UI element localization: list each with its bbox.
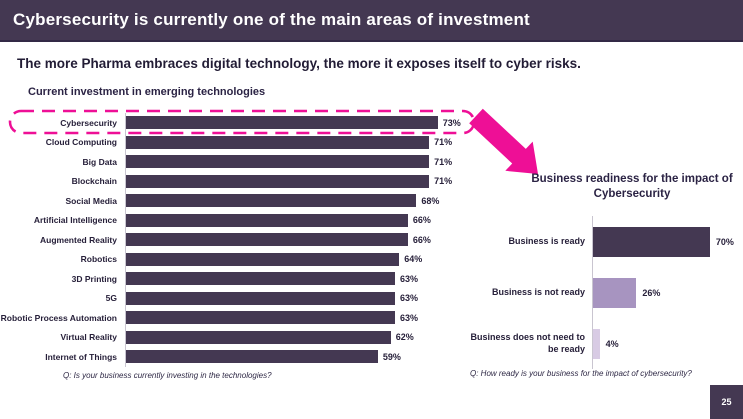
plot-area: 71% bbox=[125, 132, 474, 152]
value-label: 66% bbox=[412, 215, 431, 226]
plot-area: 71% bbox=[125, 152, 474, 172]
category-label: Artificial Intelligence bbox=[33, 215, 117, 226]
category-label: Business is ready bbox=[508, 235, 585, 246]
value-label: 59% bbox=[382, 351, 401, 362]
category-label: Social Media bbox=[65, 195, 118, 206]
bar-row: Robotic Process Automation 63% bbox=[0, 308, 474, 328]
value-label: 64% bbox=[404, 254, 423, 265]
plot-area: 66% bbox=[125, 230, 474, 250]
category-label: 5G bbox=[105, 293, 117, 304]
value-label: 70% bbox=[715, 236, 734, 247]
value-label: 66% bbox=[412, 234, 431, 245]
plot-area: 26% bbox=[592, 267, 743, 318]
bar bbox=[126, 233, 408, 247]
bar-row: Augmented Reality 66% bbox=[12, 230, 474, 250]
bar bbox=[126, 116, 438, 130]
value-label: 68% bbox=[421, 195, 440, 206]
bar bbox=[126, 350, 378, 364]
bar-row: Business does not need to be ready 4% bbox=[460, 318, 743, 369]
bar-row: Cloud Computing 71% bbox=[12, 132, 474, 152]
bar-row: Business is not ready 26% bbox=[460, 267, 743, 318]
category-label: Business does not need to be ready bbox=[470, 332, 585, 354]
plot-area: 71% bbox=[125, 171, 474, 191]
right-chart-title: Business readiness for the impact of Cyb… bbox=[531, 173, 733, 200]
bar-row: Internet of Things 59% bbox=[12, 347, 474, 367]
left-chart-title: Current investment in emerging technolog… bbox=[28, 86, 266, 98]
category-label: Blockchain bbox=[71, 176, 117, 187]
bar bbox=[593, 277, 637, 308]
bar-row: Social Media 68% bbox=[12, 191, 474, 211]
bar bbox=[593, 226, 710, 257]
bar bbox=[126, 330, 391, 344]
plot-area: 64% bbox=[125, 249, 474, 269]
right-chart-footnote: Q: How ready is your business for the im… bbox=[470, 369, 692, 378]
value-label: 71% bbox=[434, 137, 453, 148]
category-label: Cloud Computing bbox=[45, 137, 117, 148]
value-label: 62% bbox=[395, 332, 414, 343]
bar-row: Blockchain 71% bbox=[12, 171, 474, 191]
bar bbox=[126, 272, 395, 286]
category-label: Robotic Process Automation bbox=[0, 312, 117, 323]
bar bbox=[126, 194, 417, 208]
slide-subtitle: The more Pharma embraces digital technol… bbox=[17, 56, 581, 71]
value-label: 71% bbox=[434, 176, 453, 187]
category-label: Big Data bbox=[82, 156, 117, 167]
bar bbox=[126, 291, 395, 305]
plot-area: 68% bbox=[125, 191, 474, 211]
bar bbox=[126, 174, 430, 188]
bar-row: Virtual Reality 62% bbox=[12, 327, 474, 347]
bar-row: Business is ready 70% bbox=[460, 216, 743, 267]
plot-area: 62% bbox=[125, 327, 474, 347]
bar-row: Big Data 71% bbox=[12, 152, 474, 172]
value-label: 63% bbox=[400, 312, 419, 323]
category-label: Augmented Reality bbox=[40, 234, 117, 245]
slide-header: Cybersecurity is currently one of the ma… bbox=[0, 0, 743, 42]
plot-area: 59% bbox=[125, 347, 474, 367]
bar-row: Cybersecurity 73% bbox=[12, 113, 474, 133]
bar bbox=[126, 252, 400, 266]
right-bar-chart: Business is ready 70% Business is not re… bbox=[460, 216, 743, 369]
value-label: 26% bbox=[642, 287, 661, 298]
slide-title: Cybersecurity is currently one of the ma… bbox=[13, 10, 530, 29]
plot-area: 4% bbox=[592, 318, 743, 369]
page-number-badge: 25 bbox=[710, 385, 743, 419]
category-label: Internet of Things bbox=[45, 351, 117, 362]
bar-row: 3D Printing 63% bbox=[12, 269, 474, 289]
plot-area: 73% bbox=[125, 113, 474, 133]
bar bbox=[126, 213, 408, 227]
bar-row: 5G 63% bbox=[12, 288, 474, 308]
plot-area: 63% bbox=[125, 269, 474, 289]
value-label: 63% bbox=[400, 273, 419, 284]
category-label: 3D Printing bbox=[71, 273, 117, 284]
value-label: 73% bbox=[442, 117, 461, 128]
plot-area: 63% bbox=[125, 288, 474, 308]
bar bbox=[593, 328, 600, 359]
bar-row: Artificial Intelligence 66% bbox=[12, 210, 474, 230]
plot-area: 70% bbox=[592, 216, 743, 267]
plot-area: 63% bbox=[125, 308, 474, 328]
value-label: 4% bbox=[605, 338, 619, 349]
bar-row: Robotics 64% bbox=[12, 249, 474, 269]
category-label: Cybersecurity bbox=[60, 117, 117, 128]
category-label: Robotics bbox=[80, 254, 117, 265]
left-bar-chart: Cybersecurity 73% Cloud Computing 71% Bi… bbox=[0, 113, 474, 367]
left-chart-footnote: Q: Is your business currently investing … bbox=[63, 371, 272, 380]
bar bbox=[126, 311, 395, 325]
category-label: Virtual Reality bbox=[60, 332, 117, 343]
value-label: 71% bbox=[434, 156, 453, 167]
bar bbox=[126, 155, 430, 169]
highlight-arrow-icon bbox=[469, 108, 538, 174]
category-label: Business is not ready bbox=[491, 286, 585, 297]
plot-area: 66% bbox=[125, 210, 474, 230]
bar bbox=[126, 135, 430, 149]
value-label: 63% bbox=[400, 293, 419, 304]
